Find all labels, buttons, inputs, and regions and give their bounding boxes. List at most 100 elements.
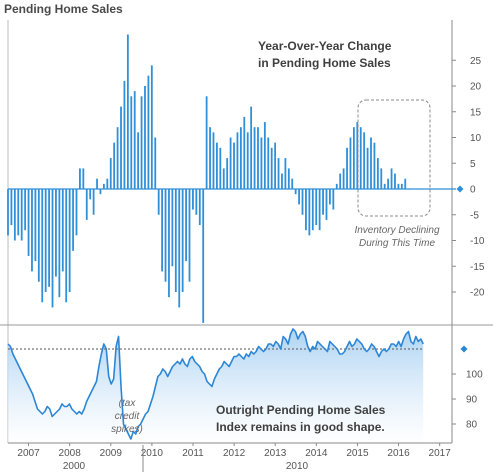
bottom-annotation-line1: Outright Pending Home Sales [216,403,386,417]
x-axis: 2007 2008 2009 2010 2011 2012 2013 2014 2015 2016… [8,442,452,472]
yoy-bar [130,96,133,189]
yoy-bar [400,183,403,189]
yoy-bar [287,168,290,189]
yoy-bar [99,189,102,195]
yoy-bar [41,189,44,303]
top-annotation-line2: in Pending Home Sales [258,56,391,70]
top-y-tick-label: 20 [470,82,482,93]
yoy-bar [123,80,126,189]
yoy-bar [339,173,342,189]
index-area [8,329,424,443]
x-tick-label: 2017 [429,448,452,459]
yoy-bar [205,96,208,189]
yoy-bar [332,189,335,210]
yoy-bar [44,189,47,292]
yoy-bar [346,147,348,189]
yoy-bar [380,168,383,189]
yoy-bar [140,96,143,189]
yoy-bar [102,183,105,189]
yoy-bar [17,189,20,236]
yoy-bar [137,132,140,189]
yoy-bar [174,189,177,292]
x-tick-label: 2015 [346,448,369,459]
yoy-bar [27,189,30,256]
yoy-bar [219,147,222,189]
yoy-bar [229,137,232,189]
bottom-note-line1: (tax [119,398,137,409]
x-tick-label: 2016 [387,448,410,459]
yoy-bar [216,142,218,189]
bottom-note-line2: credit [115,411,141,422]
yoy-bar [154,137,157,189]
yoy-bar [305,189,307,231]
top-y-tick-label: 5 [470,159,476,170]
yoy-bar [92,189,95,215]
yoy-bar [253,127,256,189]
yoy-bar [96,178,98,189]
top-y-tick-label: -10 [470,236,485,247]
yoy-bar [366,147,369,189]
yoy-bar [24,189,27,231]
yoy-bar [72,189,74,251]
top-panel: 25 20 15 10 5 0 -5 -10 -15 -20 Year-Over-Year Chan… [0,20,493,443]
yoy-bar [284,158,287,189]
yoy-bar [133,91,136,189]
yoy-bar [168,189,170,298]
yoy-bar [51,189,54,308]
x-tick-label: 2008 [59,448,82,459]
yoy-bar [390,168,393,189]
yoy-bar [352,127,355,189]
top-y-tick-label: 25 [470,56,482,67]
yoy-bar [322,189,324,215]
yoy-bar [404,178,407,189]
yoy-bar [89,189,92,200]
yoy-bar [82,168,85,189]
bottom-current-marker [460,345,468,353]
yoy-bar [274,142,277,189]
yoy-bar [349,137,352,189]
yoy-bar [270,147,273,189]
yoy-bar [226,158,229,189]
yoy-bar [311,189,314,231]
yoy-bar [75,189,78,236]
yoy-bar [31,189,33,272]
highlight-box [357,99,431,217]
yoy-bar [383,183,386,189]
x-tick-label: 2013 [264,448,287,459]
top-annotation-line1: Year-Over-Year Change [258,39,392,53]
top-y-tick-label: 15 [470,107,482,118]
yoy-bar [209,127,211,189]
yoy-bar [113,142,116,189]
top-y-tick-label: 10 [470,133,482,144]
yoy-bar [294,189,297,195]
bottom-annotation-line2: Index remains in good shape. [216,420,385,434]
yoy-bar [277,158,280,189]
yoy-bar [106,178,109,189]
top-y-tick-label: -20 [470,288,485,299]
yoy-bar [192,189,194,210]
yoy-bar [356,122,359,189]
yoy-bar [144,86,146,189]
yoy-bar [281,173,283,189]
yoy-bar [37,189,40,282]
yoy-bar [263,122,266,189]
yoy-bar [243,116,246,189]
top-note-line1: Inventory Declining [354,225,439,236]
yoy-bar [202,189,205,323]
bottom-panel: 100 90 80 Outright Pending Home Sales Index … [7,328,483,443]
yoy-bar [195,189,198,215]
yoy-bar [318,189,321,231]
yoy-bar [315,189,318,226]
yoy-bar [116,127,119,189]
x-tick-label: 2009 [100,448,123,459]
bottom-y-tick-label: 80 [466,420,478,431]
yoy-bar [397,183,400,189]
yoy-bar [171,189,174,267]
yoy-bar [48,189,50,287]
yoy-bar [7,189,9,236]
yoy-bar [373,142,376,189]
x-tick-label: 2014 [305,448,328,459]
yoy-bar [233,142,235,189]
top-current-marker [456,185,464,193]
